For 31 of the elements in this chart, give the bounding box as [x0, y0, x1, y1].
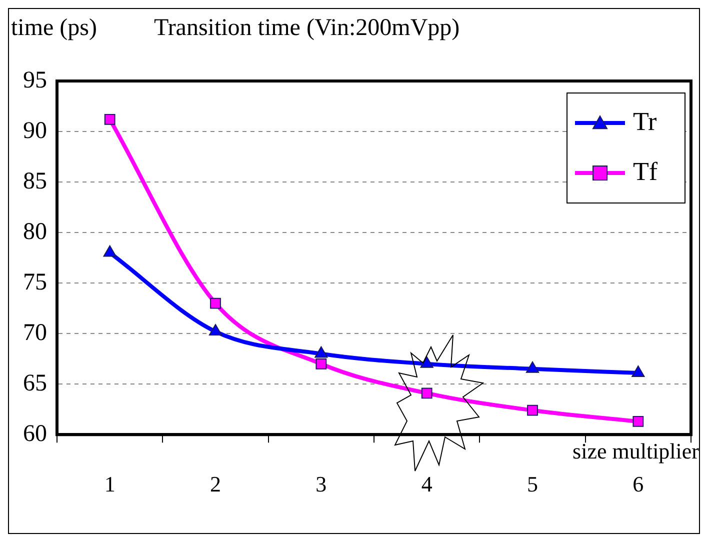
- point: [420, 356, 434, 368]
- point: [104, 114, 116, 125]
- y-tick-label: 85: [23, 168, 47, 194]
- point: [527, 404, 538, 416]
- x-tick-label: 2: [210, 472, 221, 497]
- x-tick-label: 3: [316, 472, 327, 497]
- y-tick-label: 90: [23, 118, 47, 144]
- x-tick-label: 1: [104, 472, 116, 497]
- y-tick-label: 65: [23, 370, 47, 396]
- y-tick-label: 80: [23, 218, 47, 245]
- point: [316, 358, 327, 370]
- point: [421, 388, 432, 399]
- legend-label: Tr: [633, 106, 657, 136]
- legend-label: Tf: [633, 156, 658, 186]
- point: [103, 245, 116, 257]
- y-axis-title: time (ps): [11, 15, 97, 41]
- point: [314, 346, 328, 358]
- y-tick-label: 75: [23, 269, 47, 296]
- point: [208, 324, 222, 336]
- x-tick-label: 4: [421, 472, 432, 497]
- point: [632, 365, 645, 377]
- x-tick-label: 6: [632, 472, 644, 497]
- point: [526, 361, 540, 373]
- chart-title: Transition time (Vin:200mVpp): [154, 15, 460, 41]
- y-tick-label: 95: [23, 67, 47, 94]
- point: [210, 298, 221, 309]
- x-tick-label: 5: [527, 472, 538, 497]
- y-tick-label: 70: [23, 320, 47, 346]
- point: [632, 416, 644, 427]
- x-axis-title: size multiplier: [572, 438, 700, 464]
- y-tick-label: 60: [23, 420, 47, 447]
